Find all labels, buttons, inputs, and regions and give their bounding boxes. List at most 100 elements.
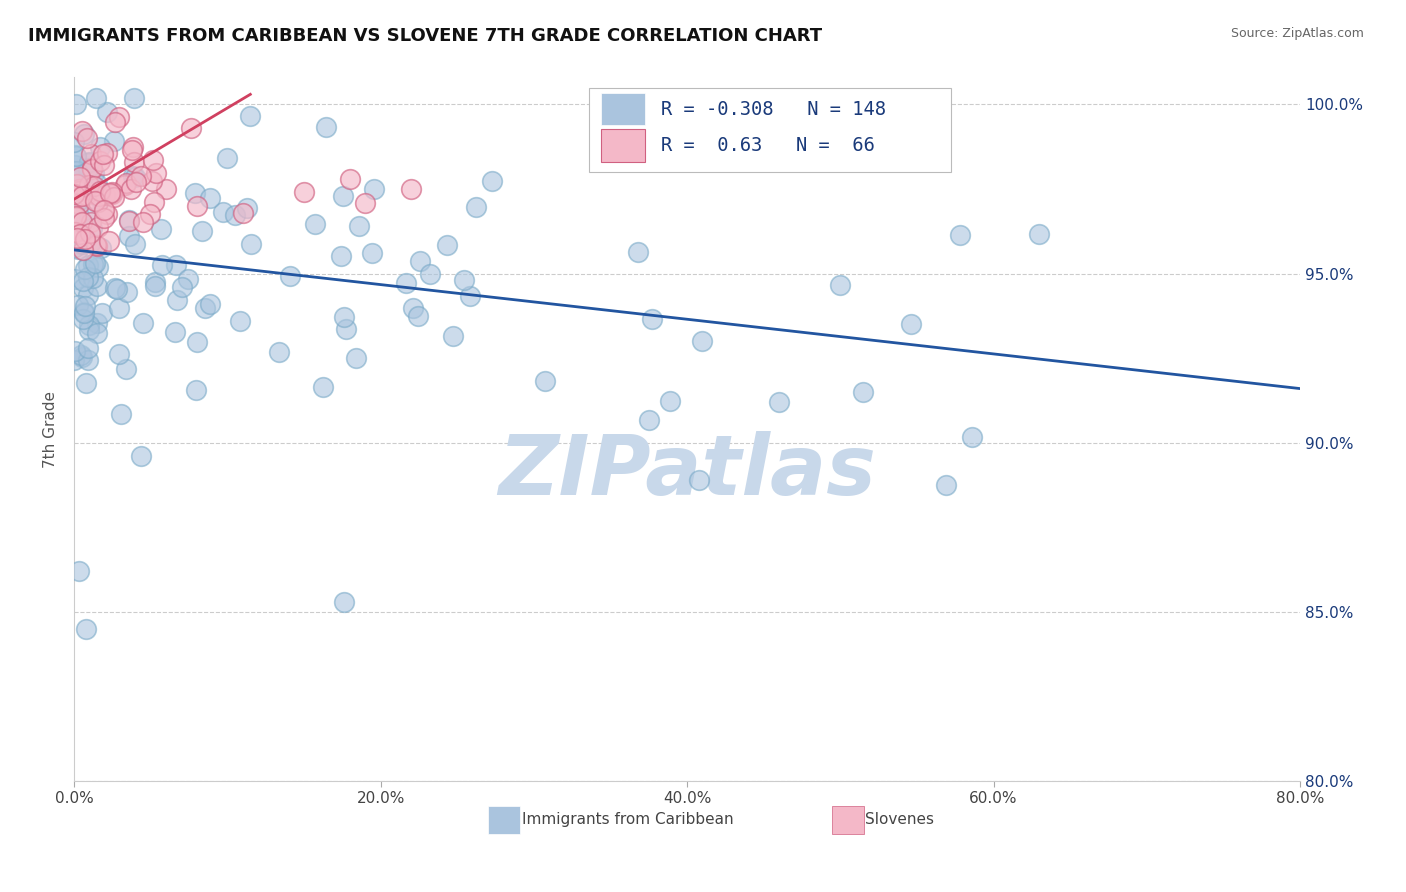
Point [176,271,198,285]
Point [828,278,851,293]
Point [70,350,93,364]
Text: Immigrants from Caribbean: Immigrants from Caribbean [522,812,733,827]
Point [935,478,957,492]
Point [419,267,441,281]
Point [690,334,713,348]
Point [118,213,141,227]
Point [72,189,94,203]
Point [180,121,202,136]
Point [77,318,100,332]
Point [533,374,555,388]
Point [65,181,87,195]
Point [69,237,91,252]
Point [333,310,356,325]
Point [163,325,186,339]
Point [236,202,259,216]
Point [63,172,86,186]
Point [97,234,120,248]
FancyBboxPatch shape [602,93,645,125]
Point [166,293,188,308]
Point [114,178,136,193]
Point [72,243,94,257]
Point [73,232,96,246]
Point [80,147,103,161]
Point [86,239,108,253]
Point [63,147,86,161]
Point [76,352,98,367]
Point [118,214,141,228]
Point [142,153,165,167]
Point [75,376,97,391]
Point [86,316,108,330]
Point [76,161,98,175]
Point [67,223,90,237]
Point [406,309,429,323]
Point [138,207,160,221]
Point [65,96,87,111]
Point [132,316,155,330]
Point [212,204,235,219]
Point [170,280,193,294]
Point [105,282,128,296]
Point [72,215,94,229]
Point [93,187,115,202]
Point [124,91,146,105]
Point [186,199,208,213]
Text: R =  0.63   N =  66: R = 0.63 N = 66 [661,136,875,155]
Point [768,395,790,409]
Point [91,147,114,161]
Point [129,169,152,183]
Point [637,413,659,427]
Point [96,105,118,120]
Point [79,211,101,225]
Point [166,258,188,272]
Point [73,218,96,232]
Point [82,271,104,285]
Point [63,272,86,286]
Point [67,564,90,578]
Point [465,200,488,214]
Point [143,194,166,209]
Point [143,279,166,293]
Point [103,134,125,148]
Point [84,194,107,208]
Point [72,311,94,326]
Text: Slovenes: Slovenes [865,812,934,827]
Point [93,158,115,172]
Text: ZIPatlas: ZIPatlas [498,431,876,512]
Point [75,622,97,636]
Point [65,226,87,240]
Point [141,174,163,188]
Point [229,314,252,328]
Point [63,240,86,254]
Point [63,353,86,368]
Point [67,182,90,196]
Point [436,237,458,252]
Point [120,182,142,196]
Y-axis label: 7th Grade: 7th Grade [44,391,58,467]
Point [103,190,125,204]
Point [143,275,166,289]
Point [194,301,217,315]
Point [626,244,648,259]
Point [67,196,90,211]
Point [73,127,96,141]
Point [83,178,105,193]
Point [481,174,503,188]
Point [67,194,90,208]
Text: IMMIGRANTS FROM CARIBBEAN VS SLOVENE 7TH GRADE CORRELATION CHART: IMMIGRANTS FROM CARIBBEAN VS SLOVENE 7TH… [28,27,823,45]
Point [84,256,107,270]
Point [77,154,100,169]
Point [75,300,97,314]
Point [98,186,121,201]
Point [1028,227,1050,242]
Point [76,131,98,145]
Point [66,206,89,220]
Point [852,385,875,400]
Point [269,345,291,359]
Point [72,124,94,138]
Point [70,348,93,362]
Point [104,280,127,294]
Point [89,139,111,153]
Point [108,347,131,361]
